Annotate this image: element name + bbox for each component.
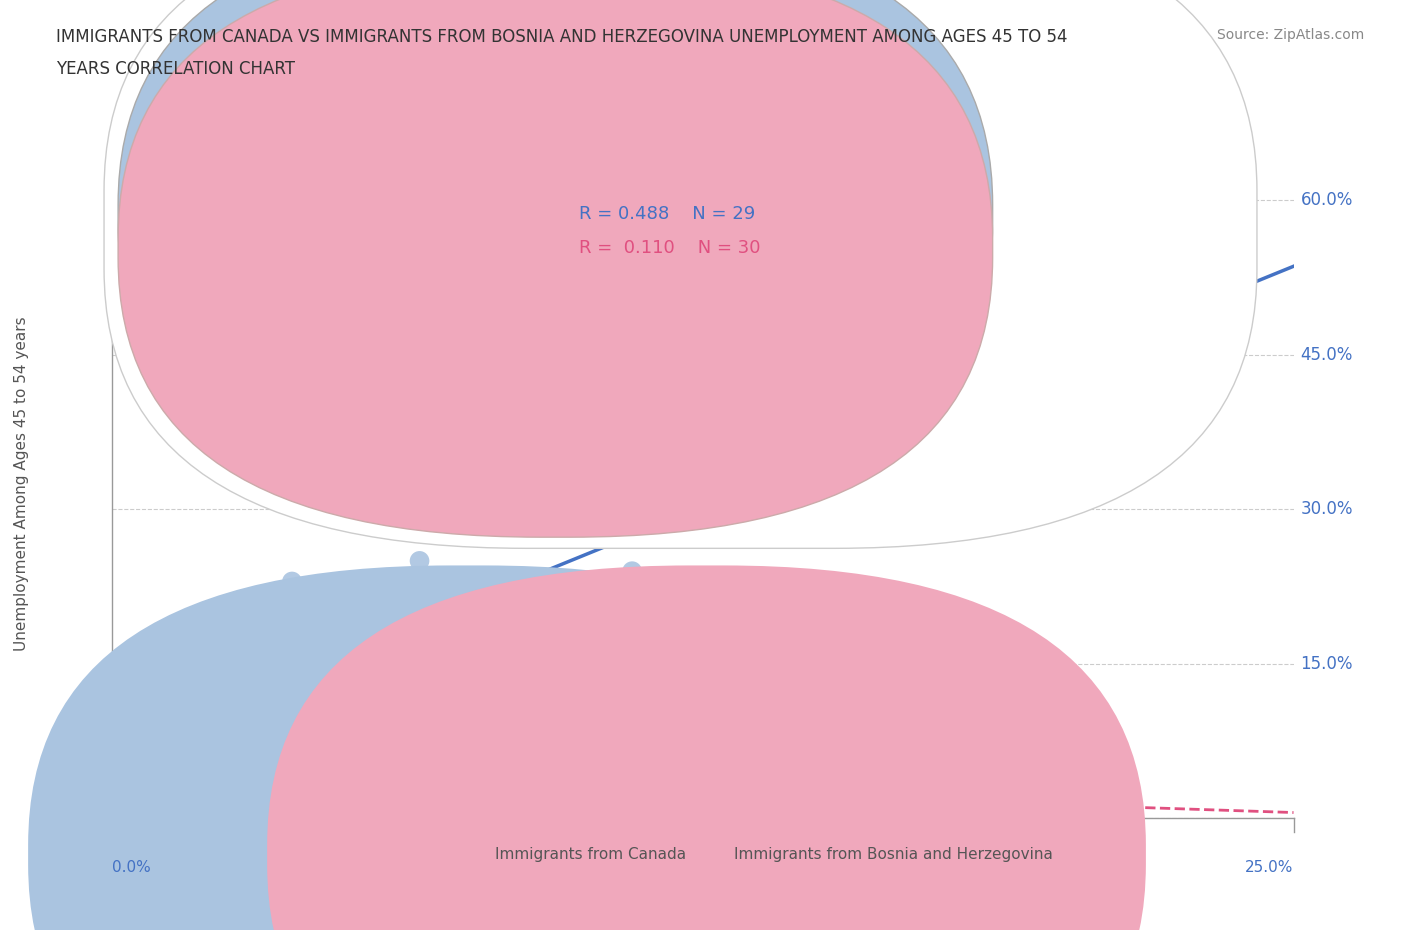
Point (810, 698, 832, 712)
Point (243, 677, 266, 692)
Point (219, 805, 242, 820)
Text: Immigrants from Bosnia and Herzegovina: Immigrants from Bosnia and Herzegovina (734, 847, 1053, 862)
Point (328, 667, 350, 682)
Point (105, 801, 128, 816)
Point (219, 687, 242, 702)
Point (267, 636, 290, 651)
Point (233, 657, 256, 671)
Text: 15.0%: 15.0% (1301, 655, 1353, 673)
Text: Source: ZipAtlas.com: Source: ZipAtlas.com (1216, 28, 1364, 42)
Point (172, 750, 194, 764)
Point (361, 738, 384, 753)
Point (456, 574, 478, 589)
Point (149, 728, 172, 743)
Point (205, 750, 228, 764)
Point (716, 805, 738, 820)
Point (115, 795, 138, 810)
Point (314, 728, 336, 743)
Point (186, 801, 208, 816)
Point (385, 584, 408, 599)
Point (195, 805, 218, 820)
Point (299, 419, 322, 434)
Point (432, 805, 454, 820)
Point (205, 728, 228, 743)
Point (299, 718, 322, 733)
Text: atlas: atlas (703, 476, 904, 558)
Point (281, 805, 304, 820)
Point (479, 698, 502, 712)
Text: Immigrants from Canada: Immigrants from Canada (495, 847, 686, 862)
Point (105, 805, 128, 820)
Point (526, 805, 548, 820)
Point (281, 574, 304, 589)
Point (172, 698, 194, 712)
Point (574, 738, 596, 753)
Point (810, 750, 832, 764)
Point (550, 687, 572, 702)
Point (1022, 296, 1045, 311)
Text: ZIP: ZIP (571, 476, 703, 558)
Point (149, 687, 172, 702)
Point (880, 805, 903, 820)
Point (125, 801, 148, 816)
Point (385, 760, 408, 775)
Point (186, 718, 208, 733)
Text: Unemployment Among Ages 45 to 54 years: Unemployment Among Ages 45 to 54 years (14, 316, 28, 651)
Point (157, 728, 180, 743)
Point (928, 296, 950, 311)
Point (253, 687, 276, 702)
Point (157, 708, 180, 723)
Text: 45.0%: 45.0% (1301, 346, 1353, 364)
Point (598, 492, 620, 507)
Point (328, 805, 350, 820)
Point (243, 728, 266, 743)
Point (253, 801, 276, 816)
Point (408, 553, 430, 568)
Point (479, 805, 502, 820)
Point (195, 698, 218, 712)
Text: R =  0.110    N = 30: R = 0.110 N = 30 (579, 239, 761, 257)
Text: 25.0%: 25.0% (1246, 860, 1294, 875)
Text: 60.0%: 60.0% (1301, 192, 1353, 209)
Text: 0.0%: 0.0% (112, 860, 152, 875)
Point (111, 801, 134, 816)
Point (139, 760, 162, 775)
Text: YEARS CORRELATION CHART: YEARS CORRELATION CHART (56, 60, 295, 78)
Point (621, 564, 644, 578)
Point (644, 805, 666, 820)
Text: 30.0%: 30.0% (1301, 500, 1353, 518)
Point (125, 790, 148, 805)
Point (574, 482, 596, 497)
Point (432, 636, 454, 651)
Text: R = 0.488    N = 29: R = 0.488 N = 29 (579, 206, 755, 223)
Text: IMMIGRANTS FROM CANADA VS IMMIGRANTS FROM BOSNIA AND HERZEGOVINA UNEMPLOYMENT AM: IMMIGRANTS FROM CANADA VS IMMIGRANTS FRO… (56, 28, 1067, 46)
Point (408, 801, 430, 816)
Point (139, 760, 162, 775)
Point (267, 770, 290, 785)
